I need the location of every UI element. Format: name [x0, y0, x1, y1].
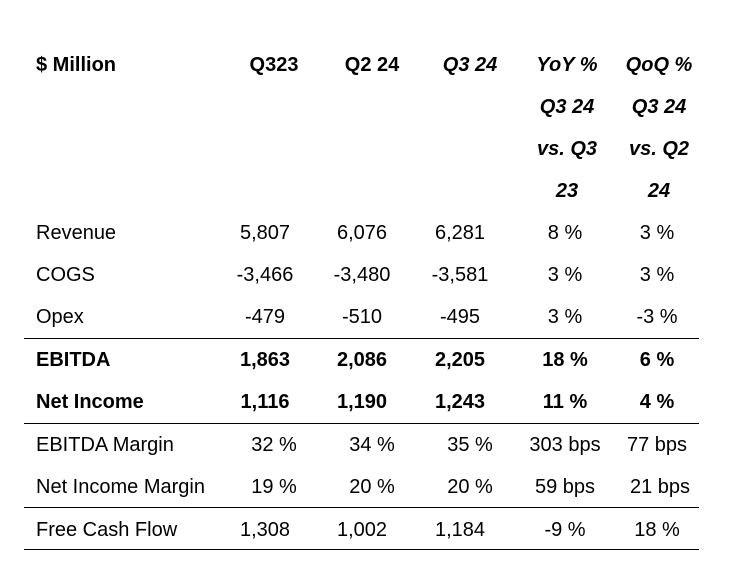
header-qoq-line4: 24 — [647, 180, 671, 202]
cell-net-income-margin-yoy: 59 bps — [534, 476, 596, 498]
cell-cogs-qoq: 3 % — [639, 264, 675, 286]
table-divider — [24, 507, 699, 508]
row-label-opex: Opex — [36, 306, 84, 328]
cell-opex-qoq: -3 % — [636, 306, 678, 328]
cell-ebitda-q324: 2,205 — [434, 349, 486, 371]
cell-revenue-qoq: 3 % — [639, 222, 675, 244]
row-label-net-income-margin: Net Income Margin — [36, 476, 205, 498]
cell-net-income-q224: 1,190 — [336, 391, 388, 413]
cell-ebitda-yoy: 18 % — [542, 349, 588, 371]
cell-cogs-q324: -3,581 — [431, 264, 489, 286]
header-yoy-line4: 23 — [555, 180, 579, 202]
header-yoy-line2: Q3 24 — [539, 96, 595, 118]
cell-net-income-qoq: 4 % — [639, 391, 675, 413]
cell-net-income-margin-q323: 19 % — [251, 476, 297, 498]
header-qoq-line1: QoQ % — [625, 54, 693, 76]
table-divider — [24, 338, 699, 339]
cell-revenue-q323: 5,807 — [239, 222, 291, 244]
header-qoq-line3: vs. Q2 — [628, 138, 690, 160]
header-yoy-line1: YoY % — [536, 54, 598, 76]
row-label-free-cash-flow: Free Cash Flow — [36, 519, 178, 541]
cell-ebitda-margin-qoq: 77 bps — [626, 434, 688, 456]
cell-cogs-q224: -3,480 — [333, 264, 391, 286]
cell-opex-q323: -479 — [244, 306, 286, 328]
table-bottom-rule — [24, 549, 699, 550]
cell-net-income-yoy: 11 % — [542, 391, 588, 413]
header-q2-24: Q2 24 — [344, 54, 400, 76]
cell-ebitda-q224: 2,086 — [336, 349, 388, 371]
cell-net-income-q324: 1,243 — [434, 391, 486, 413]
row-label-cogs: COGS — [36, 264, 95, 286]
cell-net-income-margin-qoq: 21 bps — [629, 476, 691, 498]
cell-free-cash-flow-q324: 1,184 — [434, 519, 486, 541]
cell-net-income-q323: 1,116 — [240, 391, 290, 413]
cell-net-income-margin-q324: 20 % — [447, 476, 493, 498]
cell-ebitda-margin-q324: 35 % — [447, 434, 493, 456]
cell-free-cash-flow-yoy: -9 % — [544, 519, 586, 541]
row-label-net-income: Net Income — [36, 391, 144, 413]
header-q3-24: Q3 24 — [442, 54, 498, 76]
cell-ebitda-q323: 1,863 — [239, 349, 291, 371]
header-q323: Q323 — [249, 54, 299, 76]
cell-free-cash-flow-q224: 1,002 — [336, 519, 388, 541]
row-label-ebitda-margin: EBITDA Margin — [36, 434, 174, 456]
cell-opex-q324: -495 — [439, 306, 481, 328]
cell-revenue-q324: 6,281 — [434, 222, 486, 244]
cell-revenue-q224: 6,076 — [336, 222, 388, 244]
cell-net-income-margin-q224: 20 % — [349, 476, 395, 498]
cell-free-cash-flow-q323: 1,308 — [239, 519, 291, 541]
cell-ebitda-qoq: 6 % — [639, 349, 675, 371]
table-divider — [24, 423, 699, 424]
cell-ebitda-margin-yoy: 303 bps — [529, 434, 601, 456]
header-qoq-line2: Q3 24 — [631, 96, 687, 118]
row-label-revenue: Revenue — [36, 222, 117, 244]
cell-cogs-yoy: 3 % — [547, 264, 583, 286]
cell-revenue-yoy: 8 % — [547, 222, 583, 244]
header-label: $ Million — [36, 54, 116, 76]
row-label-ebitda: EBITDA — [36, 349, 111, 371]
cell-ebitda-margin-q224: 34 % — [349, 434, 395, 456]
cell-opex-q224: -510 — [341, 306, 383, 328]
cell-free-cash-flow-qoq: 18 % — [634, 519, 680, 541]
cell-opex-yoy: 3 % — [547, 306, 583, 328]
cell-ebitda-margin-q323: 32 % — [251, 434, 297, 456]
cell-cogs-q323: -3,466 — [236, 264, 294, 286]
header-yoy-line3: vs. Q3 — [536, 138, 598, 160]
